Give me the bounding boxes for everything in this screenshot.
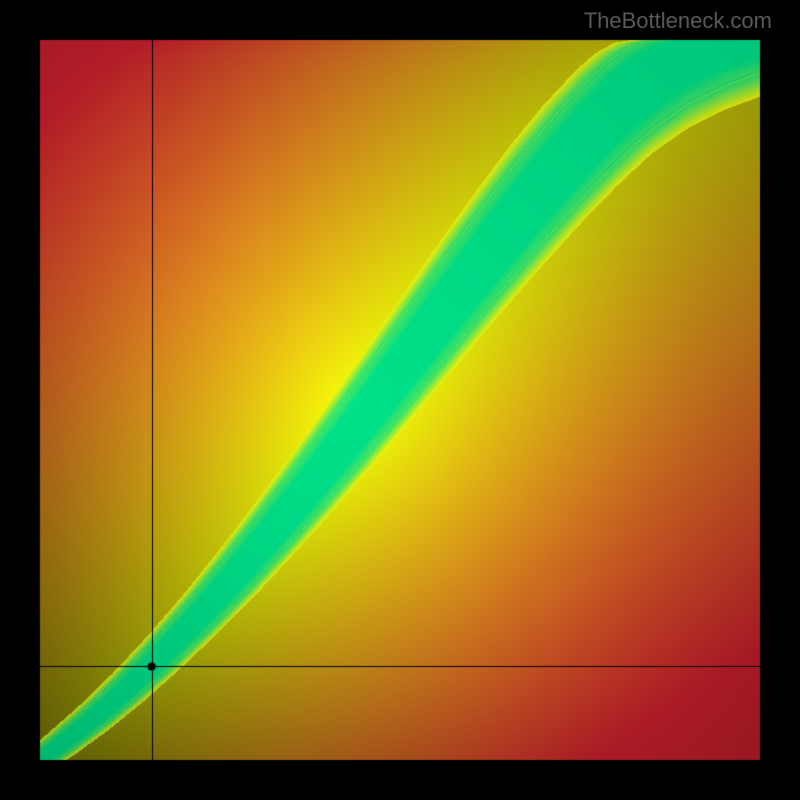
chart-container: TheBottleneck.com [0,0,800,800]
attribution-text: TheBottleneck.com [584,8,772,34]
bottleneck-heatmap [0,0,800,800]
